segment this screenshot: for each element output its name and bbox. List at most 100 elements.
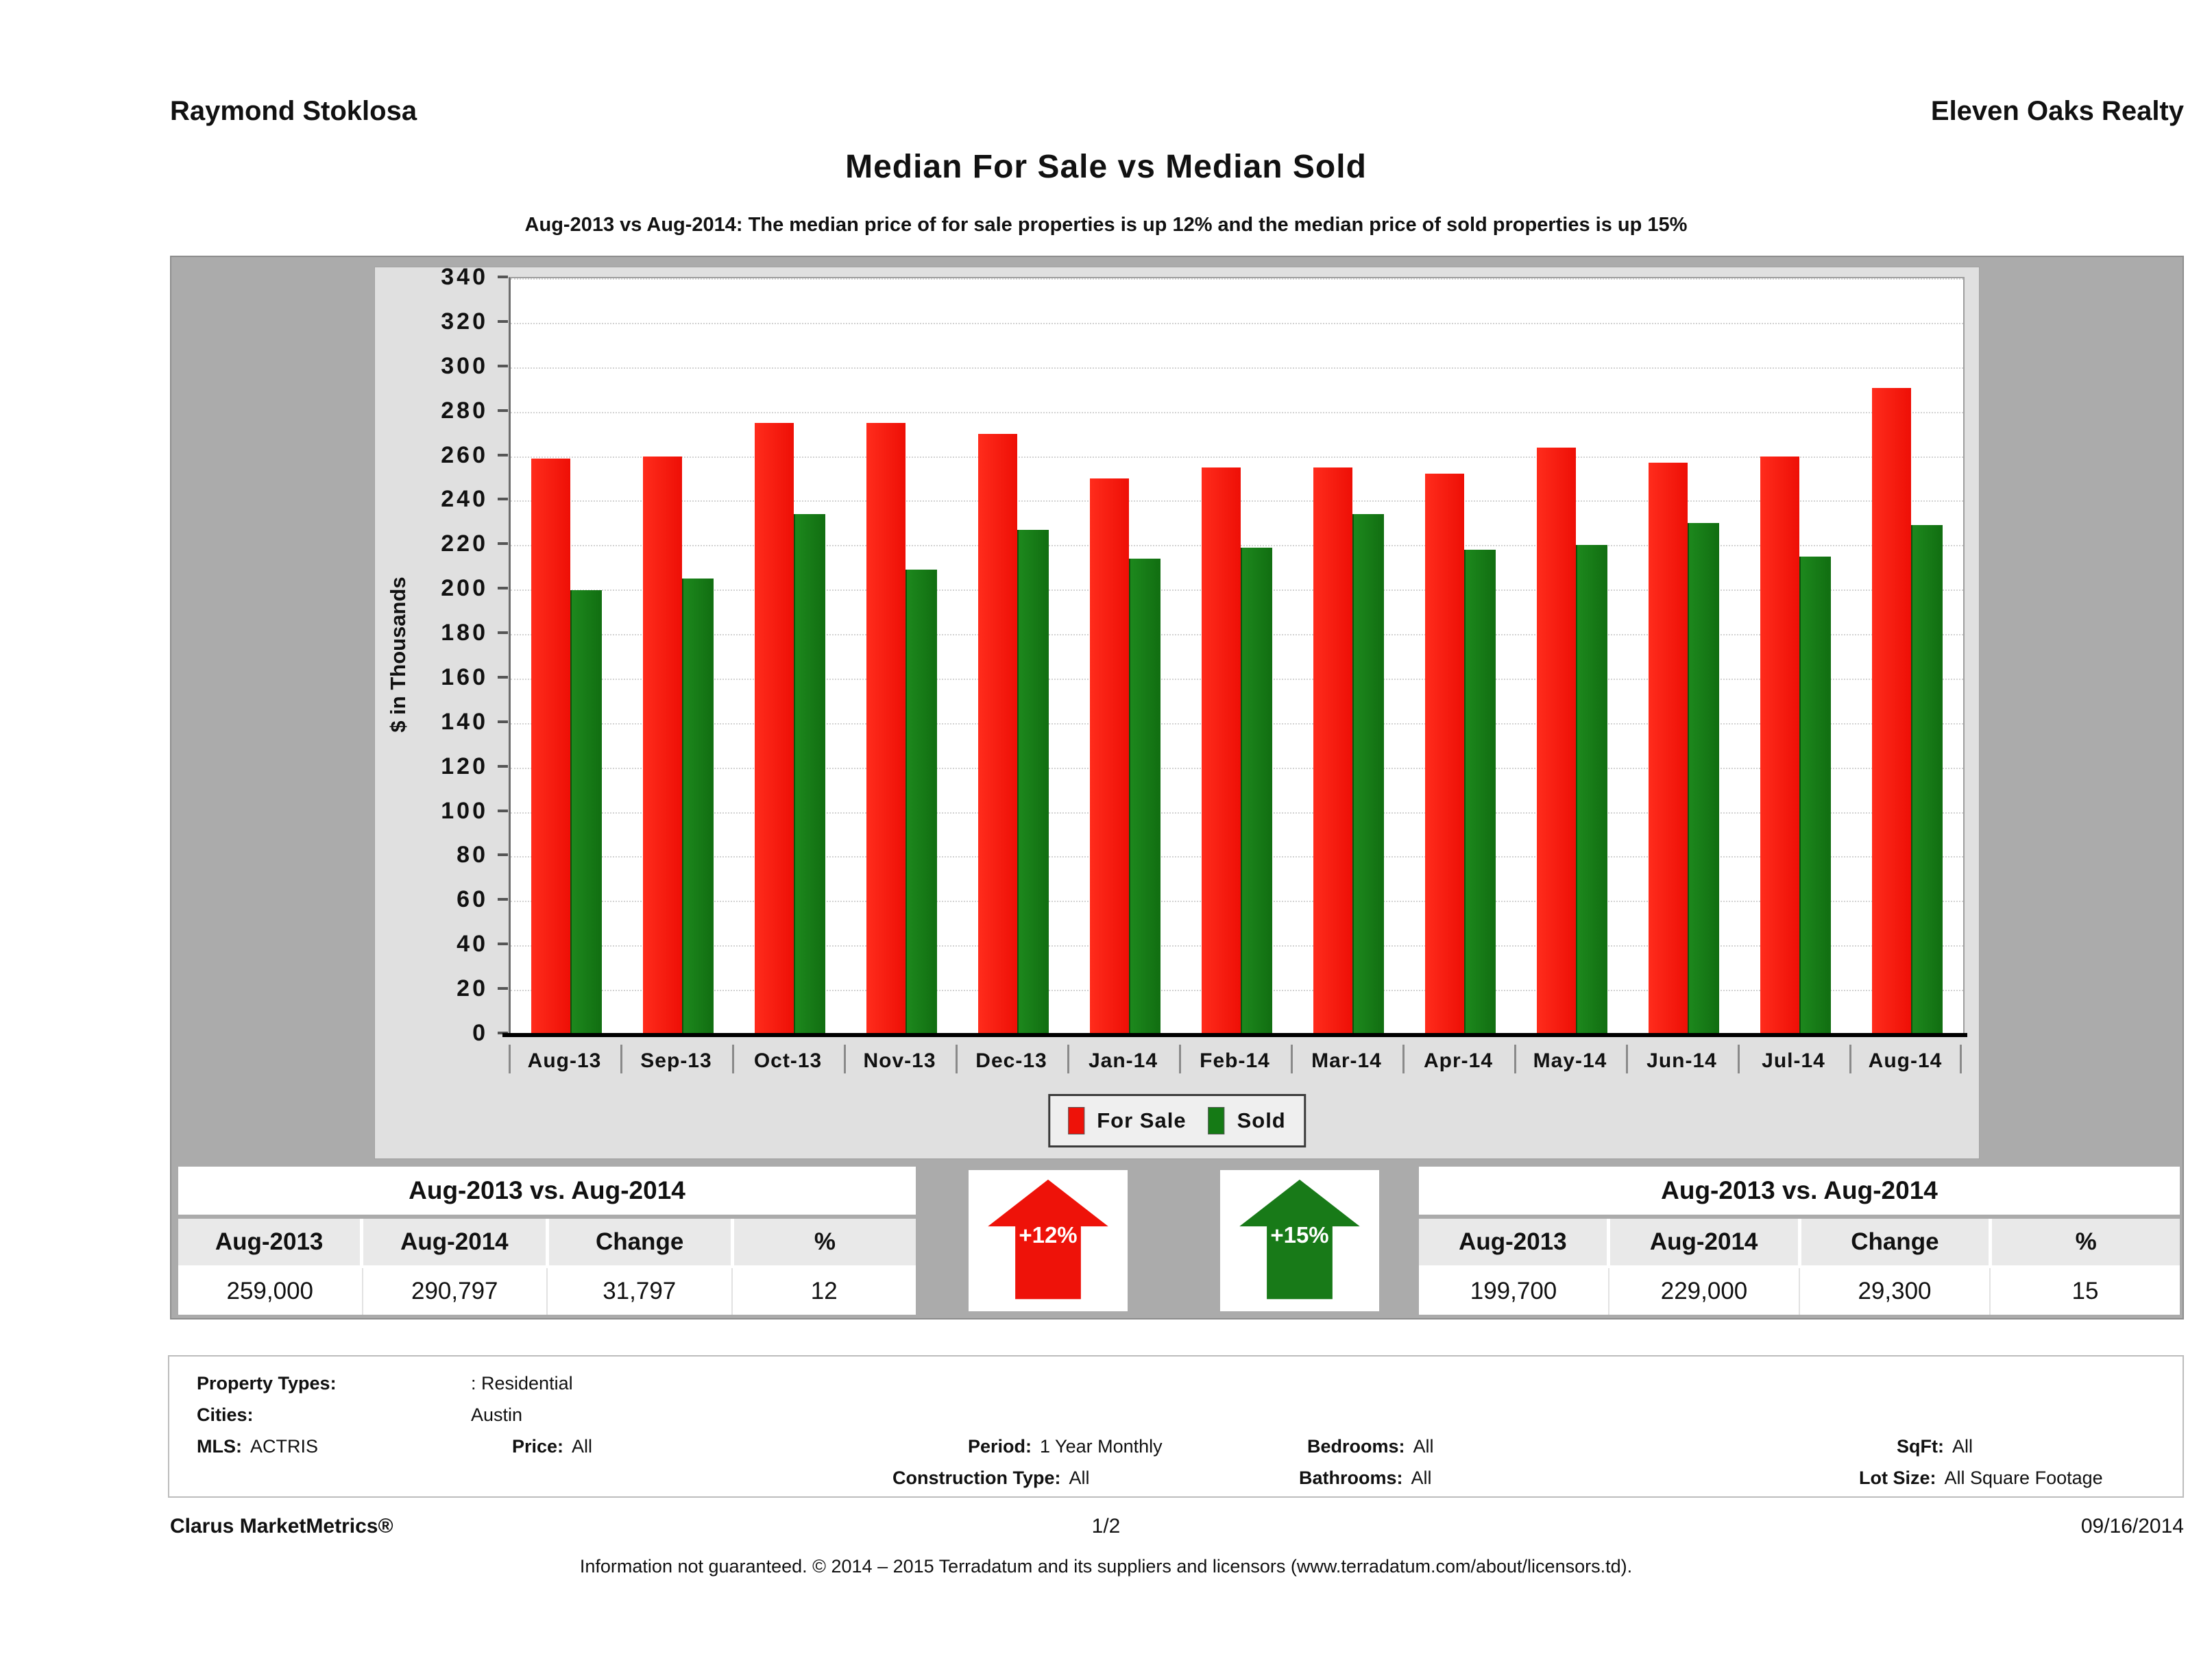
column-header: Aug-2014 [1610, 1219, 1801, 1265]
filter-label: Price: [512, 1436, 564, 1457]
table-value: 31,797 [548, 1268, 733, 1315]
x-tick-mark [1514, 1045, 1516, 1073]
filter-value: All [572, 1436, 593, 1457]
table-header-row: Aug-2013 Aug-2014 Change % [1419, 1219, 2180, 1268]
column-header: Aug-2014 [363, 1219, 549, 1265]
for-sale-bar-Nov-13 [866, 422, 906, 1034]
column-header: Change [1801, 1219, 1993, 1265]
filter-label: Property Types: [197, 1373, 337, 1394]
y-tick-label: 180 [441, 620, 488, 646]
for-sale-change-badge: +12% [969, 1170, 1128, 1311]
x-tick-mark [956, 1045, 958, 1073]
x-tick-label-Jul-14: Jul-14 [1762, 1049, 1825, 1072]
filter-label: Construction Type: [892, 1468, 1061, 1488]
sold-bar-Oct-13 [794, 513, 825, 1034]
y-tick-mark [498, 853, 508, 857]
y-tick-label: 280 [441, 397, 488, 424]
x-tick-label-Feb-14: Feb-14 [1200, 1049, 1270, 1072]
y-tick-mark [498, 276, 508, 278]
table-value: 290,797 [363, 1268, 548, 1315]
filter-value: All [1413, 1436, 1434, 1457]
filter-value: All [1952, 1436, 1973, 1457]
for-sale-bar-Aug-14 [1872, 387, 1911, 1034]
bar-group-Sep-13 [622, 278, 734, 1034]
for-sale-bar-Jan-14 [1090, 478, 1129, 1034]
filter-value: All [1069, 1468, 1090, 1488]
for-sale-bar-Jul-14 [1760, 456, 1799, 1034]
column-header: Aug-2013 [1419, 1219, 1610, 1265]
for-sale-bar-Feb-14 [1202, 467, 1241, 1034]
filter-label: Bedrooms: [1307, 1436, 1405, 1457]
sold-change-pct: +15% [1270, 1222, 1329, 1248]
table-data-row: 259,000 290,797 31,797 12 [178, 1268, 916, 1315]
filters-box: Property Types: : Residential Cities: Au… [168, 1355, 2184, 1498]
x-tick-label-Aug-13: Aug-13 [527, 1049, 602, 1072]
x-tick-mark [1626, 1045, 1628, 1073]
table-value: 199,700 [1419, 1268, 1609, 1315]
y-tick-mark [498, 498, 508, 501]
sold-bar-Apr-14 [1464, 549, 1496, 1034]
y-tick-label: 20 [457, 975, 488, 1002]
sold-bar-Dec-13 [1017, 529, 1049, 1034]
y-tick-mark [498, 409, 508, 412]
table-title: Aug-2013 vs. Aug-2014 [178, 1167, 916, 1219]
filter-value: All [1411, 1468, 1432, 1488]
for-sale-bar-May-14 [1537, 447, 1576, 1034]
x-tick-mark [1179, 1045, 1181, 1073]
x-tick-mark [1291, 1045, 1293, 1073]
report-title: Median For Sale vs Median Sold [845, 149, 1367, 185]
x-axis-labels: Aug-13 Sep-13 Oct-13 Nov-13 Dec-13 Jan-14 Feb-… [509, 1042, 1965, 1083]
for-sale-summary-table: Aug-2013 vs. Aug-2014 Aug-2013 Aug-2014 … [178, 1167, 916, 1315]
x-tick-mark [844, 1045, 846, 1073]
bar-group-Jul-14 [1740, 278, 1851, 1034]
up-arrow-icon: +12% [988, 1179, 1108, 1300]
sold-summary-table: Aug-2013 vs. Aug-2014 Aug-2013 Aug-2014 … [1419, 1167, 2180, 1315]
y-tick-label: 240 [441, 486, 488, 513]
for-sale-bar-Sep-13 [643, 456, 682, 1034]
filter-value: 1 Year Monthly [1040, 1436, 1163, 1457]
for-sale-bar-Oct-13 [755, 422, 794, 1034]
table-title: Aug-2013 vs. Aug-2014 [1419, 1167, 2180, 1219]
y-tick-mark [498, 364, 508, 367]
y-tick-label: 60 [457, 886, 488, 913]
company-name: Eleven Oaks Realty [1930, 96, 2184, 126]
y-tick-mark [498, 319, 508, 323]
legend-label: For Sale [1097, 1108, 1187, 1132]
y-tick-mark [498, 587, 508, 590]
sold-bar-Aug-13 [570, 590, 602, 1034]
x-axis-line [502, 1033, 1967, 1037]
y-tick-label: 0 [472, 1020, 488, 1046]
disclaimer: Information not guaranteed. © 2014 – 201… [579, 1556, 1633, 1577]
table-value: 29,300 [1800, 1268, 1991, 1315]
y-tick-label: 120 [441, 753, 488, 779]
y-tick-mark [498, 453, 508, 457]
x-tick-mark [1067, 1045, 1069, 1073]
bar-group-Apr-14 [1405, 278, 1516, 1034]
filter-value: ACTRIS [250, 1436, 318, 1457]
table-header-row: Aug-2013 Aug-2014 Change % [178, 1219, 916, 1268]
table-value: 229,000 [1609, 1268, 1800, 1315]
column-header: % [814, 1228, 836, 1255]
bar-group-Aug-14 [1851, 278, 1963, 1034]
legend-label: Sold [1237, 1108, 1286, 1132]
table-data-row: 199,700 229,000 29,300 15 [1419, 1268, 2180, 1315]
x-tick-label-Jan-14: Jan-14 [1088, 1049, 1158, 1072]
table-value: 15 [2071, 1278, 2099, 1304]
bar-group-Aug-13 [511, 278, 622, 1034]
y-tick-label: 340 [441, 264, 488, 290]
page-number: 1/2 [1091, 1515, 1121, 1537]
filter-label: Lot Size: [1859, 1468, 1936, 1488]
y-tick-mark [498, 943, 508, 946]
sold-bar-Nov-13 [906, 569, 937, 1034]
bar-group-Jun-14 [1628, 278, 1740, 1034]
sold-bar-Mar-14 [1352, 513, 1384, 1034]
y-tick-mark [498, 542, 508, 546]
for-sale-change-pct: +12% [1019, 1222, 1078, 1248]
gridline [511, 456, 1963, 458]
filter-value: Austin [471, 1405, 523, 1425]
for-sale-bar-Apr-14 [1425, 474, 1464, 1034]
y-tick-label: 100 [441, 797, 488, 824]
for-sale-bar-Dec-13 [978, 434, 1017, 1034]
y-tick-mark [498, 764, 508, 768]
gridline [511, 411, 1963, 413]
